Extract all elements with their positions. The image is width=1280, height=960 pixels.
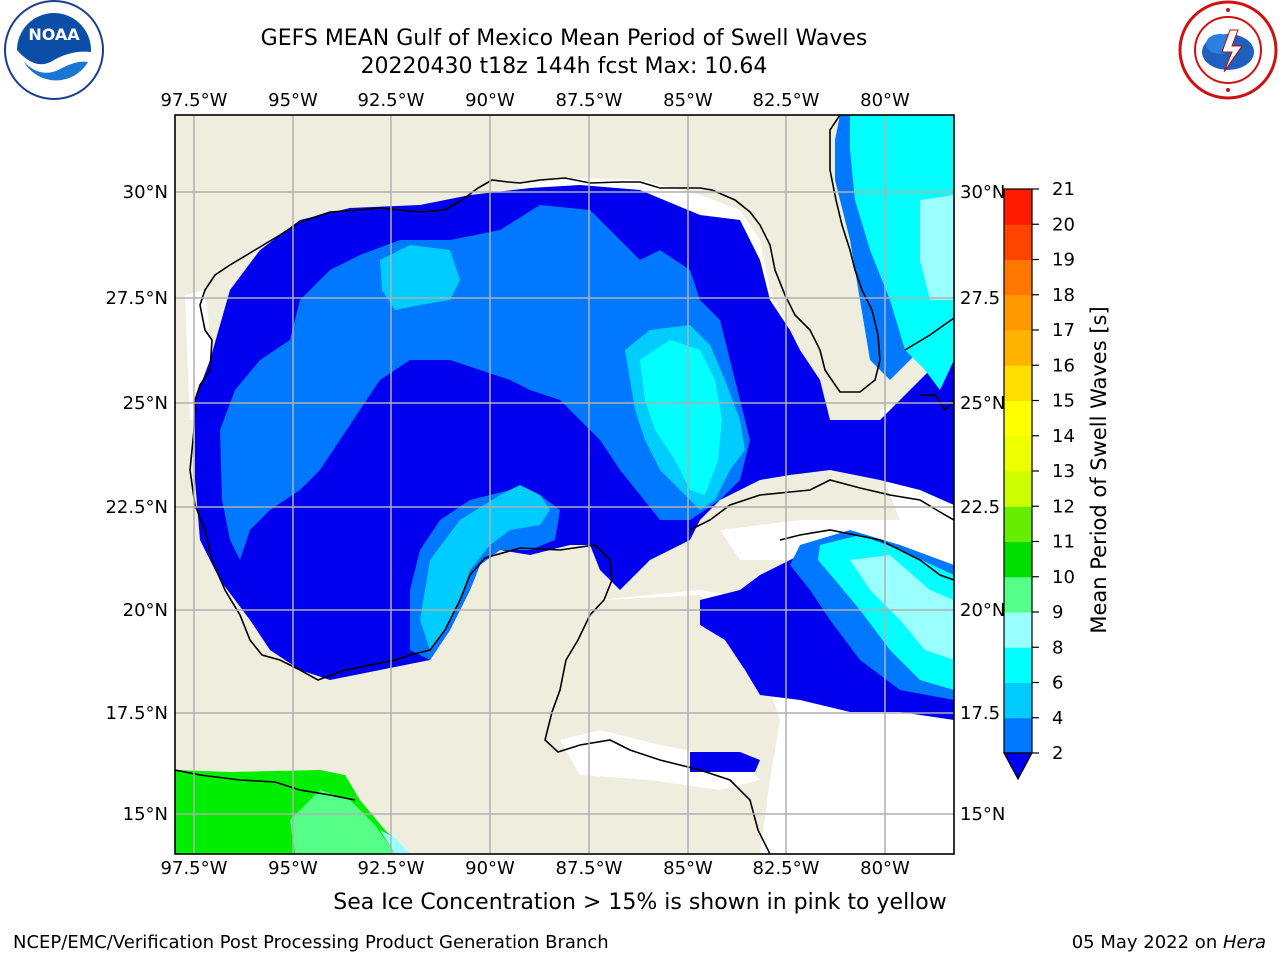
colorbar-segment <box>1004 365 1032 401</box>
colorbar-segment <box>1004 224 1032 260</box>
colorbar-tick-label: 8 <box>1052 637 1063 658</box>
chart-subtitle: 20220430 t18z 144h fcst Max: 10.64 <box>360 54 768 79</box>
colorbar-segment <box>1004 541 1032 578</box>
lat-tick-right: 25°N <box>960 393 1005 414</box>
lat-tick-right: 20°N <box>960 600 1005 621</box>
lon-tick-top: 82.5°W <box>753 90 820 111</box>
lon-tick-bottom: 85°W <box>663 858 713 879</box>
colorbar-segment <box>1004 259 1032 296</box>
colorbar-segment <box>1004 717 1032 754</box>
map-area <box>175 115 954 854</box>
colorbar-segment <box>1004 400 1032 437</box>
lon-tick-top: 95°W <box>268 90 318 111</box>
lon-tick-top: 92.5°W <box>358 90 425 111</box>
lon-tick-top: 90°W <box>465 90 515 111</box>
footer-host: Hera <box>1222 932 1266 953</box>
colorbar-tick-label: 18 <box>1052 285 1075 306</box>
gulf-4-6-north <box>380 245 460 310</box>
colorbar-extend-min <box>1002 752 1034 781</box>
lon-tick-bottom: 90°W <box>465 858 515 879</box>
lon-tick-bottom: 95°W <box>268 858 318 879</box>
colorbar-tick-label: 15 <box>1052 391 1075 412</box>
colorbar-segment <box>1004 294 1032 331</box>
colorbar-tick-label: 10 <box>1052 567 1075 588</box>
lat-tick-right: 22.5 <box>960 497 1000 518</box>
atlantic-swell-field <box>835 115 954 390</box>
colorbar-label: Mean Period of Swell Waves [s] <box>1087 306 1111 633</box>
colorbar-segment <box>1004 330 1032 366</box>
colorbar: 21 20 19 18 17 16 15 14 13 12 11 10 9 8 6 4 2 <box>1002 179 1075 781</box>
colorbar-segment <box>1004 612 1032 648</box>
lon-tick-bottom: 80°W <box>860 858 910 879</box>
colorbar-tick-label: 13 <box>1052 461 1075 482</box>
colorbar-tick-label: 12 <box>1052 496 1075 517</box>
lon-tick-top: 80°W <box>860 90 910 111</box>
gulf-2-4 <box>220 205 750 560</box>
lat-tick-left: 20°N <box>123 600 168 621</box>
colorbar-tick-label: 6 <box>1052 673 1063 694</box>
lat-tick-left: 30°N <box>123 182 168 203</box>
colorbar-tick-label: 19 <box>1052 250 1075 271</box>
gulf-6-8-west <box>420 485 550 650</box>
colorbar-tick-label: 21 <box>1052 179 1075 200</box>
gulf-6-8-loop <box>640 340 722 495</box>
lon-tick-top: 87.5°W <box>556 90 623 111</box>
noaa-logo: NOAA <box>4 0 104 100</box>
lat-tick-left: 17.5°N <box>105 703 168 724</box>
footer-date: 05 May 2022 on Hera <box>1072 932 1266 953</box>
gulf-swell-field <box>195 185 954 680</box>
colorbar-segment <box>1004 647 1032 683</box>
lon-tick-top: 97.5°W <box>161 90 228 111</box>
lat-tick-left: 22.5°N <box>105 497 168 518</box>
map-frame <box>174 114 955 855</box>
caribbean-swell-field <box>690 530 954 772</box>
colorbar-tick-label: 4 <box>1052 708 1063 729</box>
lat-tick-right: 30°N <box>960 182 1005 203</box>
lat-tick-right: 17.5 <box>960 703 1000 724</box>
lon-tick-bottom: 92.5°W <box>358 858 425 879</box>
lon-tick-bottom: 97.5°W <box>161 858 228 879</box>
gridlines <box>175 115 954 854</box>
chart-title: GEFS MEAN Gulf of Mexico Mean Period of … <box>260 26 868 51</box>
colorbar-tick-label: 11 <box>1052 532 1075 553</box>
colorbar-segment <box>1004 435 1032 472</box>
colorbar-tick-label: 20 <box>1052 214 1075 235</box>
lat-tick-left: 15°N <box>123 804 168 825</box>
colorbar-tick-label: 17 <box>1052 320 1075 341</box>
colorbar-segment <box>1004 189 1032 225</box>
footer-date-text: 05 May 2022 on <box>1071 932 1223 953</box>
lon-tick-bottom: 87.5°W <box>556 858 623 879</box>
colorbar-segment <box>1004 471 1032 507</box>
svg-text:NOAA: NOAA <box>28 25 80 44</box>
footer-branch: NCEP/EMC/Verification Post Processing Pr… <box>13 932 609 953</box>
lon-tick-bottom: 82.5°W <box>753 858 820 879</box>
colorbar-segment <box>1004 506 1032 542</box>
colorbar-segment <box>1004 576 1032 613</box>
colorbar-tick-label: 9 <box>1052 602 1063 623</box>
colorbar-tick-label: 14 <box>1052 426 1075 447</box>
coastlines <box>175 115 954 854</box>
colorbar-segment <box>1004 682 1032 719</box>
nws-logo <box>1178 0 1278 100</box>
colorbar-tick-label: 2 <box>1052 743 1063 764</box>
sea-ice-note: Sea Ice Concentration > 15% is shown in … <box>333 890 947 915</box>
lat-tick-right: 27.5 <box>960 288 1000 309</box>
colorbar-tick-label: 16 <box>1052 355 1075 376</box>
lat-tick-right: 15°N <box>960 804 1005 825</box>
lon-tick-top: 85°W <box>663 90 713 111</box>
lat-tick-left: 25°N <box>123 393 168 414</box>
lat-tick-left: 27.5°N <box>105 288 168 309</box>
